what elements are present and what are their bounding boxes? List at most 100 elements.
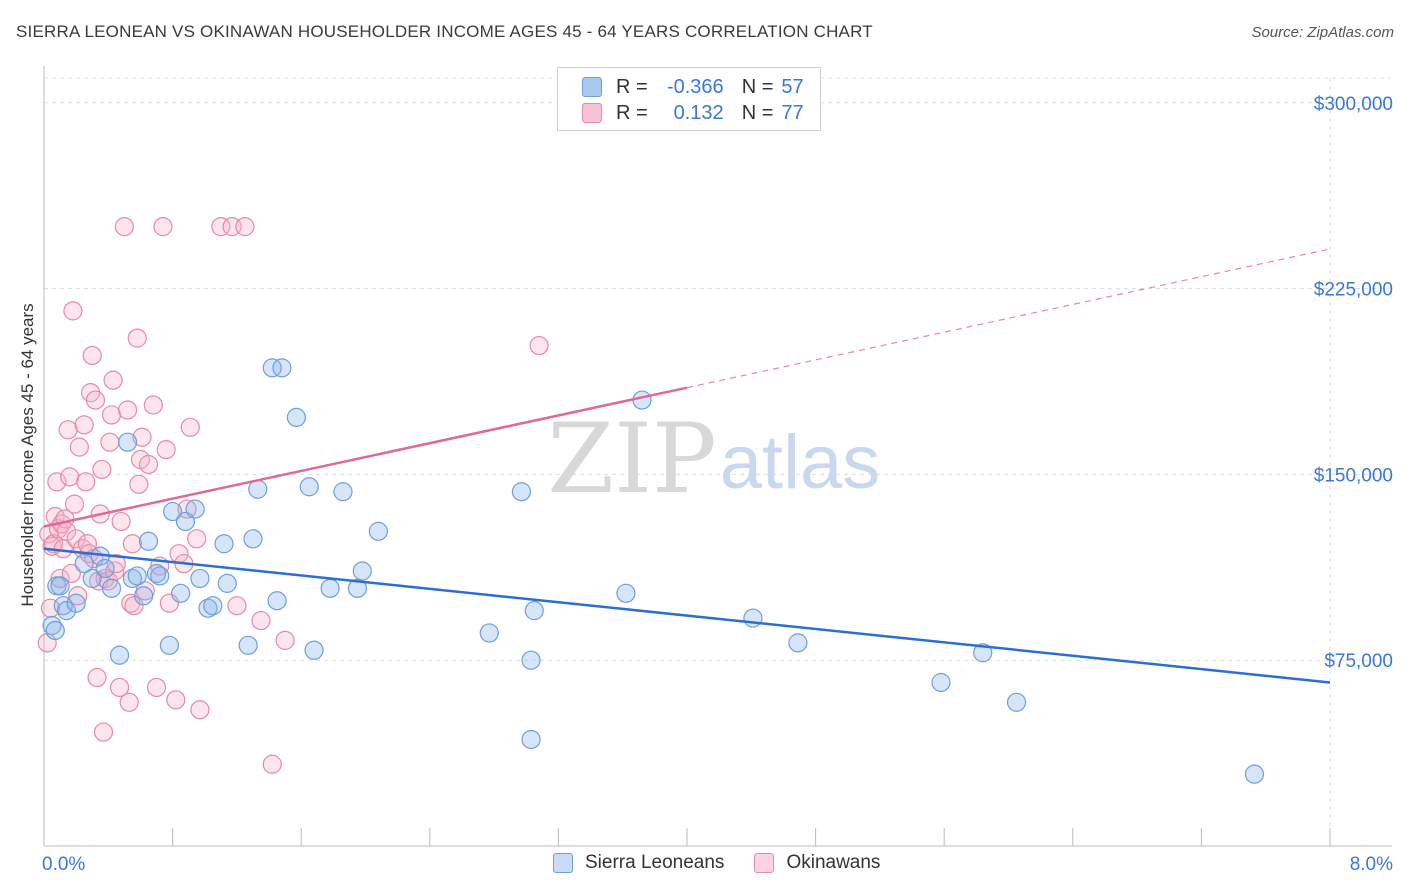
sierra-leonean-point: [217, 573, 237, 593]
okinawan-point: [87, 667, 107, 688]
sierra-leonean-point: [511, 482, 532, 502]
sierra-leonean-point: [82, 568, 102, 589]
legend-r-value: 0.132: [673, 101, 724, 124]
x-tick-label: 8.0%: [1350, 854, 1393, 875]
sierra-leonean-point: [973, 643, 993, 663]
sierra-leonean-point: [95, 558, 115, 579]
sierra-leonean-point: [368, 521, 388, 541]
sierra-leonean-point: [1244, 764, 1265, 784]
sierra-leonean-point: [56, 601, 77, 621]
legend-n-value: 57: [781, 75, 804, 98]
okinawan-point: [66, 529, 86, 549]
sierra-leonean-point: [50, 576, 70, 596]
okinawan-point: [61, 563, 81, 584]
okinawan-point: [85, 390, 106, 410]
sierra-leonean-point: [521, 650, 541, 670]
sierra-leonean-point: [479, 623, 499, 643]
okinawan-point: [275, 630, 295, 650]
grid-lines: [44, 77, 1390, 846]
sierra-leonean-point: [1006, 692, 1027, 712]
sierra-leonean-point: [521, 729, 541, 750]
sierra-leonean-point: [134, 586, 154, 606]
okinawan-point: [177, 499, 197, 519]
legend-swatch-blue: [553, 853, 573, 873]
okinawan-point: [227, 596, 247, 616]
okinawan-point: [60, 467, 80, 487]
watermark-zip: ZIP: [547, 403, 716, 515]
sierra-leonean-point: [185, 499, 205, 519]
legend-label: Sierra Leoneans: [585, 852, 725, 873]
okinawan-point: [69, 437, 89, 457]
okinawan-point: [146, 677, 167, 698]
okinawan-point: [114, 217, 134, 237]
okinawan-point: [68, 586, 88, 606]
legend-r-label: R =: [616, 101, 648, 124]
okinawans-trend-extension: [686, 248, 1331, 389]
okinawan-point: [93, 722, 114, 742]
sierra-leonean-point: [163, 501, 183, 522]
trend-lines: [43, 248, 1331, 684]
legend-item-okinawans[interactable]: Okinawans: [754, 852, 880, 874]
okinawan-point: [111, 511, 131, 532]
sierra-leonean-point: [262, 358, 282, 378]
okinawan-point: [127, 328, 147, 348]
sierra-leonean-point: [159, 635, 179, 655]
source-label: Source: ZipAtlas.com: [1251, 24, 1394, 41]
tick-labels: $75,000 $150,000 $225,000 $300,000 0.0% 8.0%: [42, 94, 1393, 875]
series-legend: Sierra Leoneans Okinawans: [553, 852, 910, 874]
legend-row-sierra-leoneans: R = -0.366 N = 57: [582, 75, 804, 99]
okinawan-point: [124, 596, 144, 616]
okinawan-point: [138, 454, 159, 475]
legend-item-sierra-leoneans[interactable]: Sierra Leoneans: [553, 852, 724, 874]
okinawan-point: [156, 440, 176, 460]
okinawan-point: [235, 217, 255, 237]
sierra-leonean-point: [101, 578, 122, 598]
sierra-leonean-point: [127, 566, 147, 586]
legend-row-okinawans: R = 0.132 N = 77: [582, 101, 804, 125]
legend-label: Okinawans: [786, 852, 881, 873]
sierra-leonean-point: [931, 672, 951, 693]
sierra-leonean-point: [238, 635, 258, 655]
sierra-leonean-point: [203, 596, 223, 616]
sierra-leonean-point: [243, 529, 263, 549]
y-tick-label: $300,000: [1314, 94, 1393, 115]
okinawan-point: [109, 677, 130, 698]
sierra-leonean-point: [788, 633, 808, 653]
sierra-leonean-point: [171, 583, 191, 603]
sierra-leonean-point: [616, 583, 636, 603]
okinawan-point: [122, 534, 143, 554]
sierra-leonean-point: [45, 620, 65, 641]
legend-r-label: R =: [616, 75, 648, 98]
y-tick-label: $225,000: [1314, 280, 1393, 301]
okinawan-point: [47, 472, 67, 492]
okinawan-point: [262, 754, 282, 774]
okinawan-point: [117, 400, 138, 420]
sierra-leonean-point: [150, 566, 170, 586]
sierra-leonean-point: [248, 479, 268, 499]
okinawan-point: [529, 335, 549, 356]
sierra-leonean-point: [272, 358, 292, 378]
legend-swatch-blue: [582, 77, 602, 97]
okinawans-trend-line: [43, 386, 688, 528]
okinawan-point: [92, 459, 112, 480]
sierra-leonean-point: [632, 390, 652, 410]
okinawan-point: [153, 217, 173, 237]
legend-r-value: -0.366: [666, 75, 724, 98]
okinawan-point: [143, 395, 163, 415]
legend-swatch-pink: [754, 853, 775, 873]
sierra-leonean-point: [347, 578, 368, 598]
okinawan-point: [180, 417, 200, 437]
y-axis-label: Householder Income Ages 45 - 64 years: [18, 303, 37, 607]
okinawan-point: [76, 472, 96, 492]
sierra-leonean-point: [352, 561, 372, 581]
sierra-leonean-point: [304, 640, 324, 660]
okinawan-point: [211, 217, 231, 237]
okinawan-point: [187, 529, 207, 549]
sierra-leonean-point: [286, 407, 306, 428]
okinawans-points: [37, 217, 549, 774]
watermark: ZIP atlas: [547, 403, 880, 515]
sierra-leonean-point: [146, 563, 167, 584]
okinawan-point: [106, 553, 126, 574]
x-tick-label: 0.0%: [42, 854, 85, 875]
